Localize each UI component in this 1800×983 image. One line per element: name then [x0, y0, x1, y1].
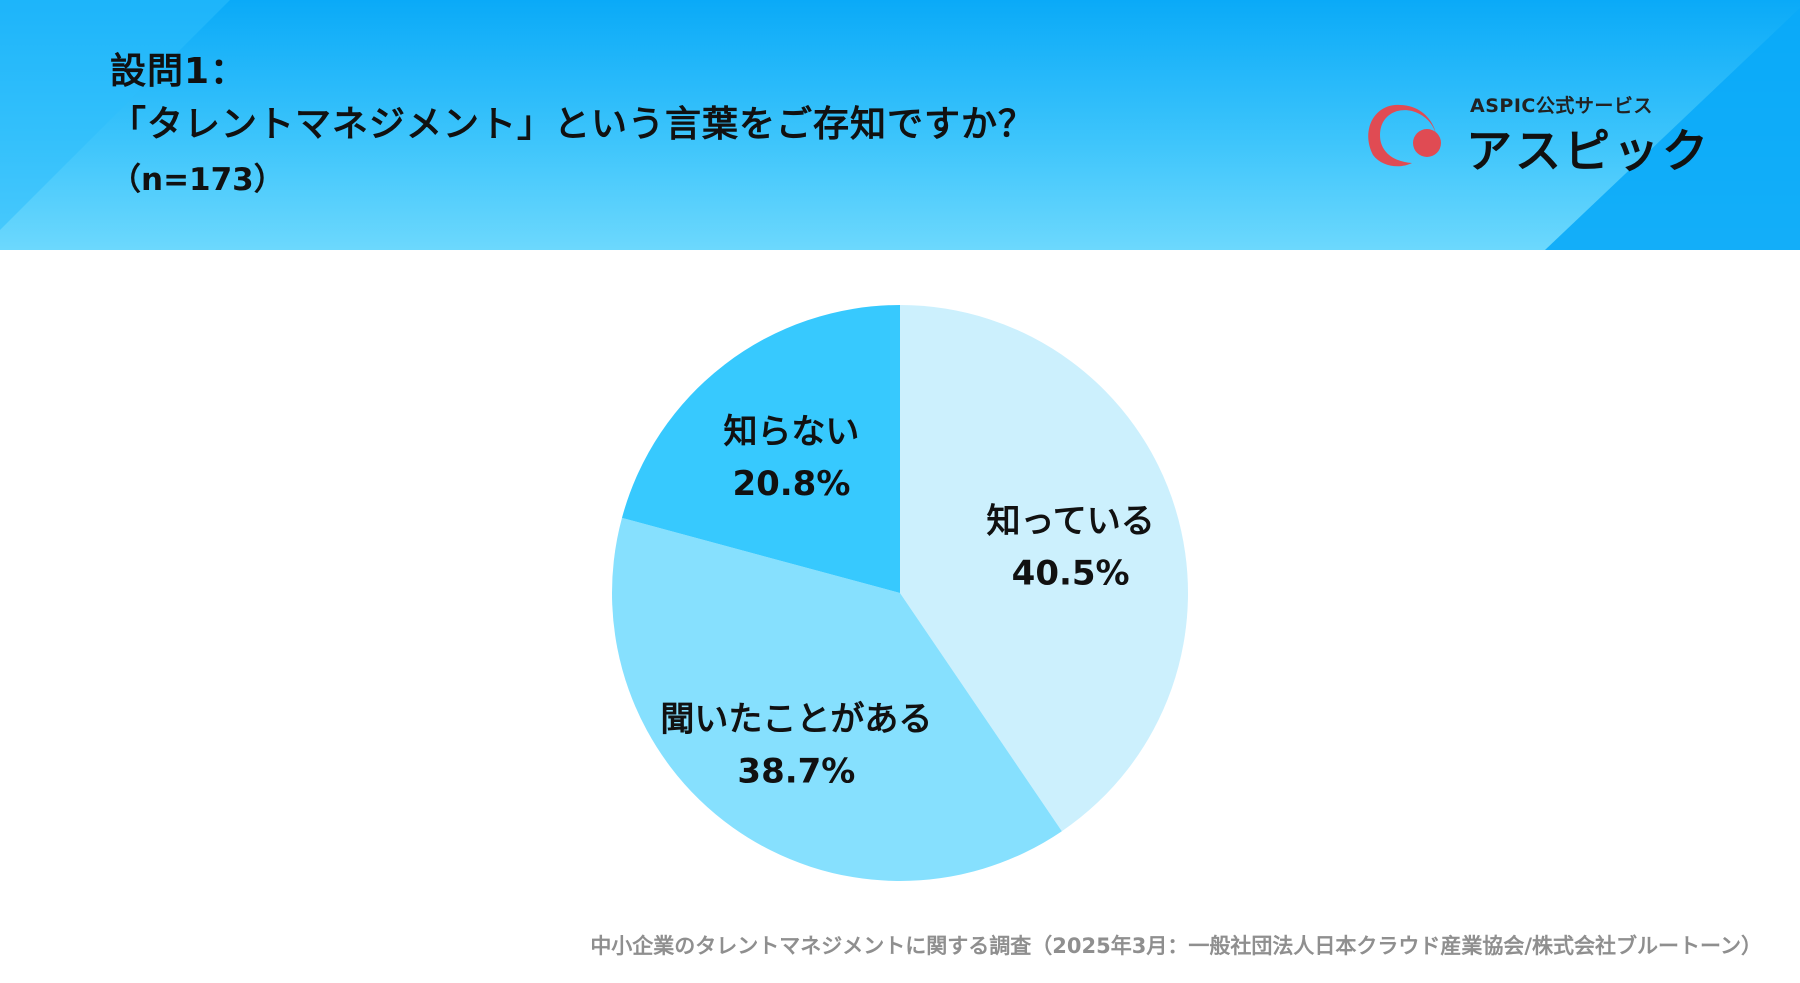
pie-slice-3 [621, 305, 900, 593]
question-text: 「タレントマネジメント」という言葉をご存知ですか？ [110, 104, 1036, 145]
question-title-block: 設問1： 「タレントマネジメント」という言葉をご存知ですか？ （n=173） [110, 48, 1035, 202]
pie-slice-label-3: 知らない [723, 412, 859, 452]
pie-slice-value-1: 40.5% [1012, 553, 1130, 593]
pie-slice-2 [612, 517, 1062, 882]
header-decoration-right-triangle [1545, 8, 1800, 250]
aspic-logo-mark-icon [1368, 104, 1441, 167]
pie-slice-value-2: 38.7% [737, 751, 855, 791]
pie-slice-label-2: 聞いたことがある [660, 699, 932, 739]
pie-slice-1 [900, 305, 1188, 832]
question-label: 設問1： [110, 51, 248, 92]
pie-chart: 知っている 40.5% 聞いたことがある 38.7% 知らない 20.8% [612, 305, 1188, 882]
pie-slice-value-3: 20.8% [732, 464, 850, 504]
logo-subtitle: ASPIC公式サービス [1470, 95, 1653, 117]
aspic-logo: ASPIC公式サービス アスピック [1350, 85, 1720, 178]
source-note: 中小企業のタレントマネジメントに関する調査（2025年3月：一般社団法人日本クラ… [590, 934, 1762, 958]
header-decoration-left-triangle [0, 0, 230, 230]
logo-name: アスピック [1466, 124, 1711, 178]
sample-size: （n=173） [110, 162, 285, 198]
header-banner: 設問1： 「タレントマネジメント」という言葉をご存知ですか？ （n=173） A… [0, 0, 1800, 250]
pie-slice-label-1: 知っている [987, 501, 1155, 541]
header-decoration [0, 0, 1800, 250]
